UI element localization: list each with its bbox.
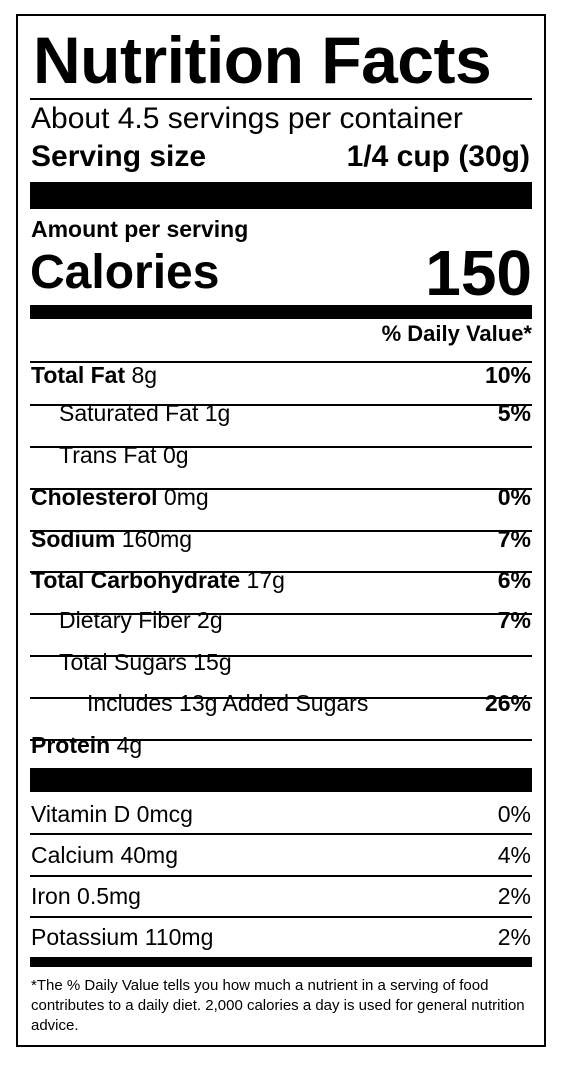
total-fat-daily-value: 10% [484,362,531,388]
calcium-daily-value: 4% [497,842,531,868]
added-sugars-daily-value: 26% [484,690,531,716]
calories-value: 150 [425,237,532,309]
iron-label: Iron 0.5mg [31,883,141,909]
divider [30,571,532,573]
iron-daily-value: 2% [497,883,531,909]
cholesterol-daily-value: 0% [497,484,531,510]
divider [30,739,532,741]
vitamin-d-label: Vitamin D 0mcg [31,801,193,827]
divider [30,875,532,877]
divider [30,488,532,490]
footnote: *The % Daily Value tells you how much a … [31,977,525,1034]
total-fat-label: Total Fat 8g [31,362,158,388]
potassium-daily-value: 2% [497,924,531,950]
added-sugars-label: Includes 13g Added Sugars [87,690,369,716]
dietary-fiber-label: Dietary Fiber 2g [59,607,223,633]
divider [30,404,532,406]
cholesterol-label: Cholesterol 0mg [31,484,209,510]
total-sugars-label: Total Sugars 15g [59,649,232,675]
divider [30,530,532,532]
divider [30,655,532,657]
saturated-fat-daily-value: 5% [497,400,531,426]
thick-divider [30,182,532,209]
saturated-fat-label: Saturated Fat 1g [59,400,231,426]
thick-divider [30,768,532,792]
protein-label: Protein 4g [31,732,143,758]
calcium-label: Calcium 40mg [31,842,178,868]
serving-size-value: 1/4 cup (30g) [346,140,530,173]
divider [30,361,532,363]
divider [30,833,532,835]
total-carbohydrate-daily-value: 6% [497,567,531,593]
divider [30,916,532,918]
medium-divider [30,957,532,967]
total-carbohydrate-label: Total Carbohydrate 17g [31,567,285,593]
sodium-label: Sodium 160mg [31,526,193,552]
servings-per-container: About 4.5 servings per container [31,102,463,135]
daily-value-header: % Daily Value* [381,321,532,346]
label-title: Nutrition Facts [33,23,492,97]
divider [30,98,532,100]
divider [30,697,532,699]
trans-fat-label: Trans Fat 0g [59,442,189,468]
amount-per-serving: Amount per serving [31,216,249,242]
divider [30,446,532,448]
serving-size-label: Serving size [31,140,207,173]
divider [30,613,532,615]
sodium-daily-value: 7% [497,526,531,552]
medium-divider [30,305,532,319]
calories-label: Calories [30,246,220,299]
potassium-label: Potassium 110mg [31,924,214,950]
vitamin-d-daily-value: 0% [497,801,531,827]
dietary-fiber-daily-value: 7% [497,607,531,633]
nutrition-facts-label: Nutrition Facts About 4.5 servings per c… [16,14,546,1047]
